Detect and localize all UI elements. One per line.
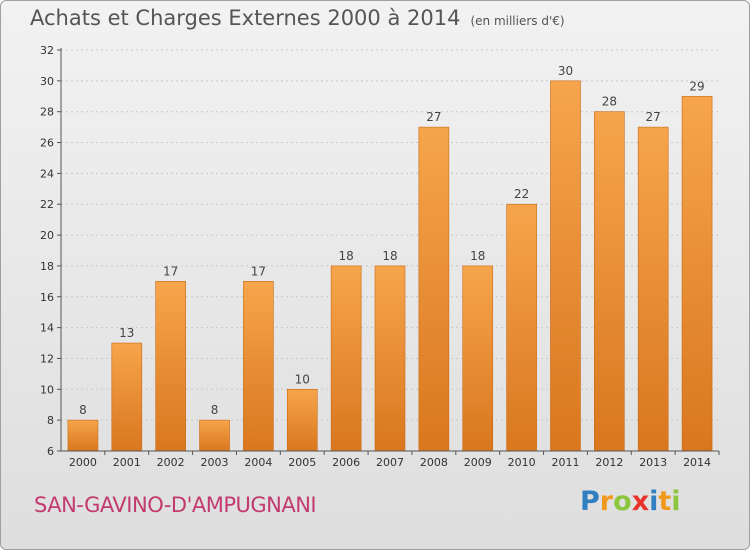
bar-value-label: 8 <box>211 403 219 417</box>
bar-2007[interactable] <box>374 265 406 452</box>
bar-2000[interactable] <box>67 419 99 452</box>
logo-letter: o <box>613 486 632 517</box>
bar-value-label: 8 <box>79 403 87 417</box>
y-tick-label: 14 <box>40 322 54 335</box>
bar-2002[interactable] <box>155 281 186 452</box>
x-tick-label: 2003 <box>201 456 229 469</box>
x-tick-label: 2009 <box>464 456 492 469</box>
bar-value-label: 17 <box>251 264 266 278</box>
bar-value-label: 27 <box>426 110 441 124</box>
x-tick-label: 2007 <box>376 456 404 469</box>
x-tick-label: 2006 <box>332 456 360 469</box>
bar-value-label: 29 <box>689 79 704 93</box>
axes: 6 8 10 12 14 16 18 20 22 24 26 28 30 32 2000 2001 2002 20… <box>40 44 720 469</box>
y-tick-label: 10 <box>40 383 54 396</box>
bar-value-label: 18 <box>338 249 353 263</box>
bar-2014[interactable] <box>681 95 713 452</box>
x-tick-label: 2008 <box>420 456 448 469</box>
x-tick-label: 2012 <box>595 456 623 469</box>
y-tick-label: 22 <box>40 198 54 211</box>
x-tick-label: 2000 <box>69 456 97 469</box>
y-tick-label: 24 <box>40 167 54 180</box>
y-tick-label: 26 <box>40 137 54 150</box>
bar-value-label: 22 <box>514 187 529 201</box>
bar-2003[interactable] <box>199 419 230 452</box>
logo-letter: x <box>631 486 650 517</box>
bar-2008[interactable] <box>418 126 450 452</box>
bar-value-label: 17 <box>163 264 178 278</box>
chart-subtitle: (en milliers d'€) <box>470 14 565 28</box>
x-tick-label: 2013 <box>639 456 667 469</box>
x-tick-label: 2011 <box>551 456 579 469</box>
bar-value-label: 18 <box>382 249 397 263</box>
x-tick-label: 2004 <box>244 456 272 469</box>
bar-value-label: 13 <box>119 326 134 340</box>
bar-2006[interactable] <box>330 265 362 452</box>
bar-value-label: 10 <box>295 372 310 386</box>
y-tick-label: 8 <box>47 414 54 427</box>
bar-value-label: 28 <box>602 95 617 109</box>
y-tick-label: 30 <box>40 75 54 88</box>
title-line: Achats et Charges Externes 2000 à 2014 (e… <box>30 6 565 30</box>
x-tick-label: 2002 <box>157 456 185 469</box>
x-tick-label: 2001 <box>113 456 141 469</box>
bar-2011[interactable] <box>550 80 581 452</box>
x-tick-label: 2010 <box>508 456 536 469</box>
bar-2013[interactable] <box>637 126 669 452</box>
y-tick-label: 16 <box>40 291 54 304</box>
logo-letter: t <box>658 486 672 517</box>
bar-2004[interactable] <box>243 281 274 452</box>
bar-value-label: 18 <box>470 249 485 263</box>
bar-value-label: 27 <box>646 110 661 124</box>
y-tick-label: 28 <box>40 106 54 119</box>
x-tick-label: 2014 <box>683 456 711 469</box>
y-tick-label: 18 <box>40 260 54 273</box>
logo-letter: i <box>649 486 659 517</box>
y-tick-label: 20 <box>40 229 54 242</box>
commune-name: SAN-GAVINO-D'AMPUGNANI <box>34 493 317 517</box>
bar-2010[interactable] <box>506 203 537 452</box>
bar-2009[interactable] <box>462 265 494 452</box>
bar-2005[interactable] <box>286 389 318 452</box>
y-tick-label: 12 <box>40 352 54 365</box>
y-tick-label: 6 <box>47 445 54 458</box>
bar-2001[interactable] <box>111 342 143 452</box>
logo-letter: i <box>671 486 681 517</box>
bar-value-label: 30 <box>558 64 573 78</box>
proxiti-logo[interactable]: Proxiti <box>580 486 681 517</box>
logo-letter: P <box>580 486 600 517</box>
chart-title: Achats et Charges Externes 2000 à 2014 <box>30 6 461 30</box>
bar-2012[interactable] <box>594 111 625 452</box>
bars: 8 13 17 8 17 10 18 18 27 18 22 30 28 27 29 <box>67 64 713 452</box>
logo-letter: r <box>599 486 614 517</box>
x-tick-label: 2005 <box>288 456 316 469</box>
y-tick-label: 32 <box>40 44 54 57</box>
